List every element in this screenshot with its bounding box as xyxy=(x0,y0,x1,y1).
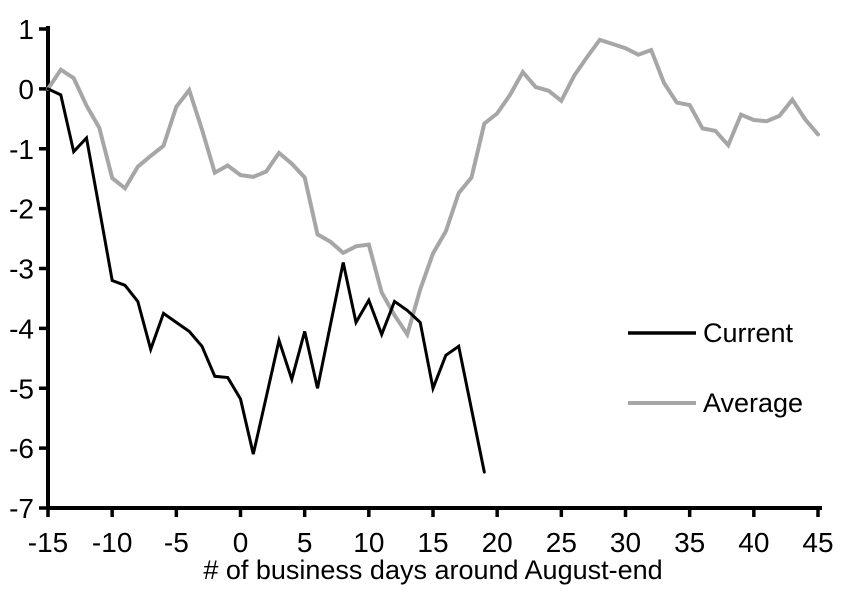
tick-labels: 10-1-2-3-4-5-6-7-15 -10 -5 0 5 10 15 20 25 30 35 40… xyxy=(9,14,833,558)
x-axis-title: # of business days around August-end xyxy=(203,555,662,585)
series-lines xyxy=(46,37,820,474)
x-tick-label-35: 35 xyxy=(674,527,705,558)
x-tick-label-25: 25 xyxy=(546,527,577,558)
y-tick-label--6: -6 xyxy=(9,433,34,464)
legend-label-average: Average xyxy=(703,388,803,418)
y-tick-label--5: -5 xyxy=(9,373,34,404)
x-tick-label-0: 0 xyxy=(233,527,249,558)
y-tick-label--1: -1 xyxy=(9,134,34,165)
y-tick-label--3: -3 xyxy=(9,254,34,285)
y-tick-label--7: -7 xyxy=(9,493,34,524)
x-tick-label-45: 45 xyxy=(802,527,833,558)
legend-label-current: Current xyxy=(703,318,794,348)
x-tick-label-5: 5 xyxy=(297,527,313,558)
y-tick-label-0: 0 xyxy=(18,74,34,105)
x-tick-label-15: 15 xyxy=(417,527,448,558)
y-tick-label-1: 1 xyxy=(18,14,34,45)
x-tick-label-10: 10 xyxy=(353,527,384,558)
x-tick-label-30: 30 xyxy=(610,527,641,558)
legend: Current Average xyxy=(628,318,803,418)
series-line-average xyxy=(46,37,820,340)
x-tick-label-20: 20 xyxy=(482,527,513,558)
series-line-current xyxy=(46,87,486,474)
x-tick-label--10: -10 xyxy=(92,527,132,558)
x-tick-label--5: -5 xyxy=(164,527,189,558)
y-tick-label--2: -2 xyxy=(9,194,34,225)
y-tick-label--4: -4 xyxy=(9,313,34,344)
x-tick-label-40: 40 xyxy=(738,527,769,558)
x-tick-label--15: -15 xyxy=(28,527,68,558)
axes xyxy=(39,26,822,517)
